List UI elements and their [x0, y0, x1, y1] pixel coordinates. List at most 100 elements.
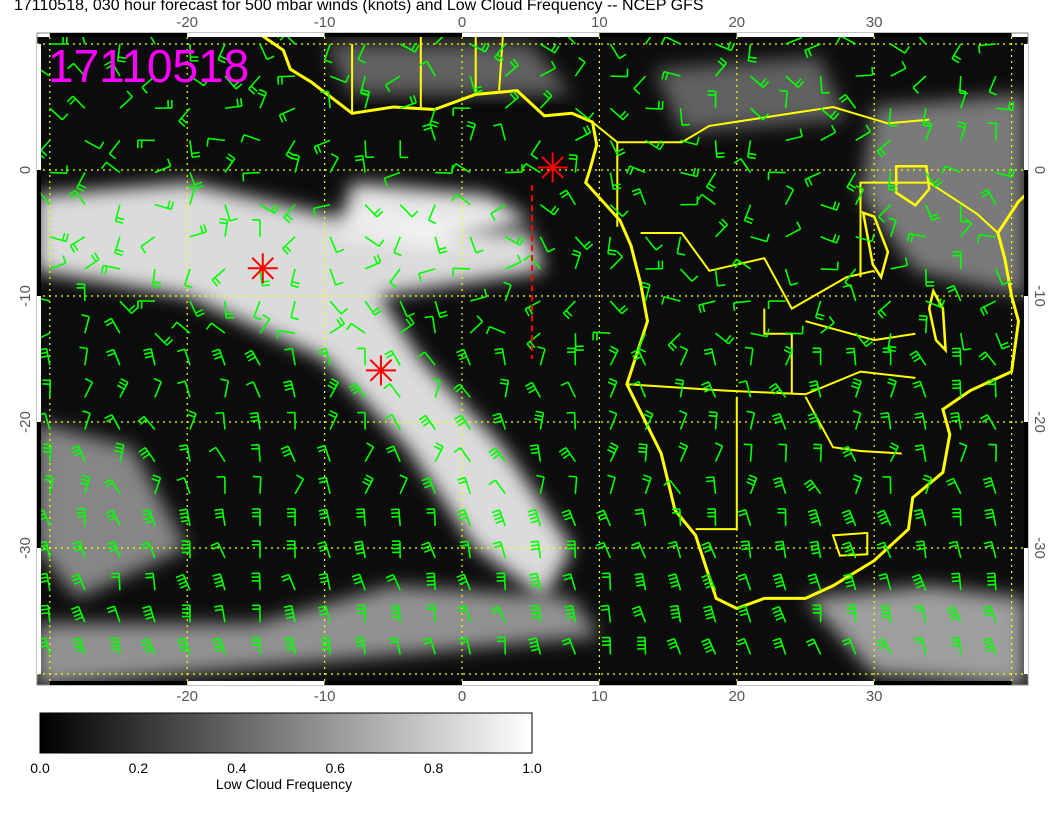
- wind-barb: [259, 43, 275, 61]
- wind-barb: [922, 474, 933, 495]
- wind-barb: [251, 218, 261, 237]
- wind-barb: [252, 475, 262, 494]
- wind-barb: [977, 233, 996, 243]
- wind-barb: [104, 60, 121, 77]
- wind-barb: [211, 348, 226, 366]
- wind-barb: [539, 89, 553, 109]
- wind-barb: [676, 236, 686, 256]
- wind-barb: [561, 509, 577, 527]
- wind-barb: [84, 377, 94, 398]
- wind-barb: [959, 204, 969, 223]
- wind-barb: [71, 637, 86, 655]
- wind-barb: [644, 37, 652, 45]
- wind-barb: [808, 380, 822, 398]
- wind-barb: [876, 139, 892, 158]
- wind-barb: [259, 313, 271, 334]
- wind-barb: [317, 348, 331, 366]
- wind-barb: [329, 153, 339, 173]
- wind-barb: [219, 217, 229, 237]
- wind-barb: [452, 267, 471, 277]
- wind-barb: [608, 410, 618, 430]
- wind-barb: [426, 604, 437, 623]
- wind-barb: [820, 261, 839, 271]
- wind-barb: [151, 268, 162, 288]
- wind-barb: [707, 508, 717, 526]
- wind-barb: [356, 347, 366, 366]
- wind-barb: [138, 447, 156, 463]
- wind-barb: [877, 300, 892, 319]
- wind-barb: [852, 410, 862, 430]
- wind-barb: [356, 411, 366, 430]
- wind-barb: [100, 161, 121, 174]
- wind-barb: [609, 43, 627, 60]
- wind-barb: [750, 328, 770, 338]
- wind-barb: [452, 107, 471, 117]
- wind-barb: [224, 300, 235, 319]
- low-cloud-field: [37, 44, 1026, 685]
- country-border: [591, 105, 930, 144]
- wind-barb: [283, 604, 296, 623]
- wind-barb: [714, 268, 726, 287]
- wind-barb: [364, 300, 382, 316]
- wind-barb: [667, 573, 682, 591]
- wind-barb: [399, 94, 418, 110]
- wind-barb: [645, 260, 664, 270]
- wind-barb: [669, 604, 682, 623]
- wind-barb: [703, 347, 717, 366]
- wind-barb: [988, 122, 998, 141]
- wind-barb: [217, 43, 228, 64]
- cloud-band: [860, 94, 1026, 297]
- frame-segment: [462, 33, 600, 37]
- wind-barb: [607, 236, 617, 256]
- wind-barb: [76, 283, 86, 302]
- lat-tick-left: 0: [17, 166, 34, 174]
- wind-barb: [630, 349, 647, 366]
- wind-barb: [136, 139, 155, 149]
- wind-barb: [812, 347, 822, 366]
- wind-barb: [142, 605, 156, 623]
- wind-barb: [383, 383, 401, 398]
- storm-asterisk: [537, 152, 568, 183]
- colorbar-tick: 1.0: [522, 760, 542, 776]
- wind-barb: [183, 268, 193, 289]
- wind-barb: [388, 637, 401, 655]
- cloud-band: [37, 585, 600, 685]
- wind-barb: [887, 333, 897, 353]
- wind-barb: [847, 604, 857, 623]
- wind-barb: [924, 204, 940, 222]
- wind-barb: [820, 201, 841, 211]
- wind-barb: [663, 479, 682, 495]
- wind-barb: [841, 509, 857, 527]
- wind-barb: [995, 268, 1011, 286]
- wind-barb: [666, 637, 682, 655]
- wind-barb: [878, 204, 892, 223]
- wind-barb: [355, 508, 366, 527]
- wind-barb: [890, 60, 907, 77]
- frame-segment: [49, 681, 188, 685]
- wind-barb: [574, 56, 586, 77]
- country-border: [763, 308, 793, 395]
- wind-barb: [779, 89, 789, 109]
- wind-barb: [807, 573, 822, 591]
- wind-barb: [609, 250, 623, 270]
- wind-barb: [701, 573, 717, 591]
- wind-barb: [492, 412, 507, 430]
- wind-barb: [696, 193, 716, 206]
- wind-barb: [249, 411, 261, 430]
- wind-barb: [276, 329, 296, 339]
- wind-barb: [740, 540, 752, 559]
- wind-barb: [855, 66, 874, 77]
- frame-segment: [1024, 170, 1028, 296]
- wind-barb: [842, 284, 857, 302]
- wind-barb: [137, 300, 155, 309]
- wind-barb: [529, 444, 542, 462]
- wind-barb: [982, 605, 997, 623]
- wind-barb: [290, 268, 300, 289]
- lon-tick-top: 10: [591, 14, 608, 31]
- colorbar-tick: 0.0: [30, 760, 50, 776]
- wind-barb: [290, 300, 300, 321]
- wind-barb: [596, 509, 612, 527]
- wind-barb: [49, 37, 68, 45]
- wind-barb: [890, 257, 909, 270]
- wind-barb: [100, 264, 121, 275]
